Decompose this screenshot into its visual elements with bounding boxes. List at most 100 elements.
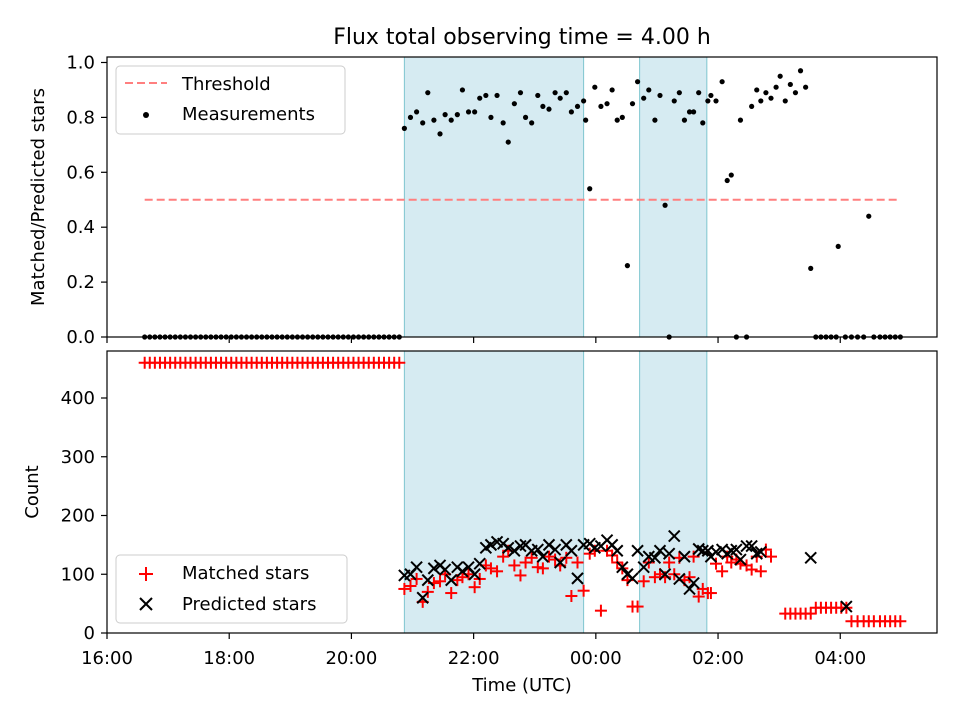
x-tick-label: 20:00 bbox=[325, 648, 377, 669]
predicted-star-point bbox=[658, 568, 672, 581]
measurement-point bbox=[657, 92, 663, 99]
measurement-point bbox=[500, 120, 506, 126]
measurement-point bbox=[719, 79, 725, 85]
measurement-point bbox=[598, 103, 604, 110]
predicted-star-point bbox=[631, 544, 644, 557]
ratio-y-axis-label: Matched/Predicted stars bbox=[28, 88, 49, 306]
measurement-point bbox=[442, 112, 448, 118]
measurement-point bbox=[671, 98, 677, 104]
shaded-interval bbox=[639, 56, 708, 338]
predicted-star-points bbox=[398, 529, 853, 613]
shaded-interval bbox=[403, 350, 585, 634]
matched-star-point bbox=[404, 580, 417, 592]
count-panel: 0 100 200 300 400 16:00 18:00 20:00 22:00 00:00 0… bbox=[22, 350, 938, 696]
predicted-star-point bbox=[745, 539, 758, 553]
measurement-point bbox=[696, 90, 702, 96]
predicted-star-point bbox=[648, 551, 662, 565]
measurement-point bbox=[676, 90, 682, 96]
y-tick-label: 0.6 bbox=[66, 162, 95, 183]
matched-star-point bbox=[393, 356, 406, 369]
predicted-legend-swatch bbox=[139, 597, 153, 611]
matched-star-point bbox=[716, 565, 729, 578]
measurement-point bbox=[587, 186, 593, 192]
measurement-point bbox=[568, 109, 574, 115]
y-tick-label: 200 bbox=[61, 506, 95, 527]
count-panel-frame bbox=[106, 350, 938, 634]
predicted-star-point bbox=[804, 551, 817, 565]
predicted-star-point bbox=[683, 582, 696, 596]
predicted-star-point bbox=[502, 541, 515, 555]
predicted-star-point bbox=[653, 544, 667, 557]
measurement-point bbox=[494, 92, 500, 99]
shaded-interval bbox=[639, 350, 708, 634]
chart-title: Flux total observing time = 4.00 h bbox=[333, 25, 711, 50]
x-tick-label: 04:00 bbox=[814, 648, 866, 669]
matched-star-point bbox=[525, 551, 538, 564]
predicted-star-point bbox=[696, 544, 709, 557]
measurement-point bbox=[646, 87, 652, 93]
matched-star-point bbox=[687, 550, 700, 563]
measurement-point bbox=[583, 117, 589, 123]
measurement-point bbox=[662, 202, 668, 208]
measurement-point bbox=[454, 112, 460, 118]
threshold-legend-label: Threshold bbox=[181, 74, 271, 95]
y-tick-label: 0.4 bbox=[66, 217, 95, 238]
measurement-point bbox=[505, 139, 511, 145]
measurement-point bbox=[724, 177, 730, 184]
matched-star-point bbox=[434, 575, 447, 588]
measurements-legend-swatch bbox=[143, 112, 149, 118]
measurement-point bbox=[413, 109, 420, 115]
measurement-point bbox=[624, 263, 631, 269]
predicted-star-point bbox=[730, 543, 743, 556]
measurement-point bbox=[787, 81, 793, 88]
matched-star-point bbox=[894, 615, 907, 628]
predicted-star-point bbox=[750, 547, 763, 560]
measurement-point bbox=[754, 87, 760, 93]
ratio-panel-frame bbox=[106, 56, 938, 338]
y-tick-label: 100 bbox=[61, 564, 95, 585]
matched-star-point bbox=[542, 550, 555, 563]
matched-star-point bbox=[648, 571, 661, 584]
x-tick-label: 22:00 bbox=[448, 648, 500, 669]
ratio-y-axis: 0.0 0.2 0.4 0.6 0.8 1.0 bbox=[66, 52, 107, 348]
matched-star-point bbox=[398, 582, 411, 595]
measurement-point bbox=[749, 103, 755, 110]
count-x-axis: 16:00 18:00 20:00 22:00 00:00 02:00 04:00 bbox=[81, 633, 866, 669]
ratio-x-ticks bbox=[106, 337, 841, 343]
matched-star-point bbox=[484, 562, 497, 575]
measurement-point bbox=[681, 117, 688, 123]
measurement-point bbox=[808, 265, 814, 271]
measurement-point bbox=[700, 120, 706, 126]
measurement-point bbox=[420, 120, 426, 126]
x-tick-label: 18:00 bbox=[203, 648, 255, 669]
predicted-star-point bbox=[840, 600, 853, 613]
matched-star-point bbox=[745, 563, 758, 576]
y-tick-label: 1.0 bbox=[66, 52, 95, 73]
count-y-axis-label: Count bbox=[22, 465, 43, 518]
matched-star-point bbox=[765, 550, 777, 563]
matched-star-point bbox=[531, 561, 544, 574]
ratio-legend: Threshold Measurements bbox=[115, 65, 346, 135]
matched-star-point bbox=[565, 589, 578, 602]
measurement-point bbox=[708, 92, 714, 99]
matched-star-point bbox=[663, 556, 676, 569]
matched-star-point bbox=[631, 600, 644, 613]
x-tick-label: 16:00 bbox=[81, 648, 133, 669]
measurement-point bbox=[777, 73, 783, 79]
predicted-star-point bbox=[410, 560, 423, 574]
predicted-star-point bbox=[456, 565, 469, 578]
matched-star-point bbox=[710, 557, 723, 570]
x-tick-label: 00:00 bbox=[570, 648, 622, 669]
matched-star-point bbox=[704, 587, 717, 600]
measurement-point bbox=[552, 90, 558, 96]
measurement-point bbox=[737, 117, 744, 123]
measurement-point bbox=[401, 125, 407, 131]
measurement-point bbox=[574, 103, 581, 110]
predicted-star-point bbox=[668, 529, 681, 543]
measurement-point bbox=[797, 68, 804, 74]
measurement-point bbox=[431, 117, 437, 123]
measurement-point bbox=[472, 109, 478, 115]
measurements-legend-label: Measurements bbox=[182, 104, 315, 125]
matched-star-point bbox=[804, 607, 817, 620]
measurement-point bbox=[557, 95, 563, 101]
